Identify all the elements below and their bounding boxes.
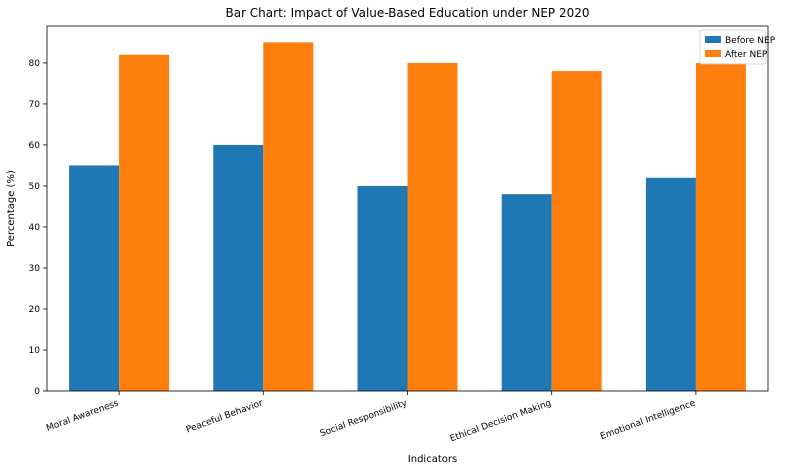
x-tick-label: Ethical Decision Making [449,398,553,444]
y-tick-label: 40 [29,223,41,233]
y-tick-label: 30 [29,264,41,274]
bar-before-1 [213,144,264,391]
x-axis-label: Indicators [408,454,457,465]
x-tick-label: Peaceful Behavior [185,398,265,435]
legend-label: After NEP [725,50,768,60]
plot-area [46,25,769,392]
chart-title: Bar Chart: Impact of Value-Based Educati… [225,6,589,20]
x-tick-label: Moral Awareness [45,398,120,434]
bar-before-2 [357,185,408,391]
y-axis-label: Percentage (%) [6,170,17,247]
bar-before-3 [501,194,552,391]
y-tick-label: 80 [29,59,41,69]
bar-before-0 [69,165,120,391]
x-axis: Moral Awareness Peaceful Behavior Social R… [45,391,697,444]
bar-after-1 [263,42,314,392]
y-tick-label: 50 [29,182,41,192]
legend-label: Before NEP [725,36,776,46]
legend: Before NEP After NEP [699,29,776,65]
y-tick-label: 70 [29,100,41,110]
bar-after-2 [407,62,458,392]
x-tick-label: Social Responsibility [319,398,409,439]
y-tick-label: 60 [29,141,41,151]
legend-swatch [705,36,721,43]
x-tick-label: Emotional Intelligence [599,398,697,442]
bar-before-4 [645,177,696,391]
bar-after-4 [695,62,746,392]
y-tick-label: 20 [29,305,41,315]
y-axis: 0 10 20 30 40 50 60 70 80 [29,59,47,397]
y-tick-label: 0 [34,387,40,397]
legend-swatch [705,50,721,57]
bar-after-3 [551,71,602,391]
bar-after-0 [119,54,170,392]
y-tick-label: 10 [29,346,41,356]
